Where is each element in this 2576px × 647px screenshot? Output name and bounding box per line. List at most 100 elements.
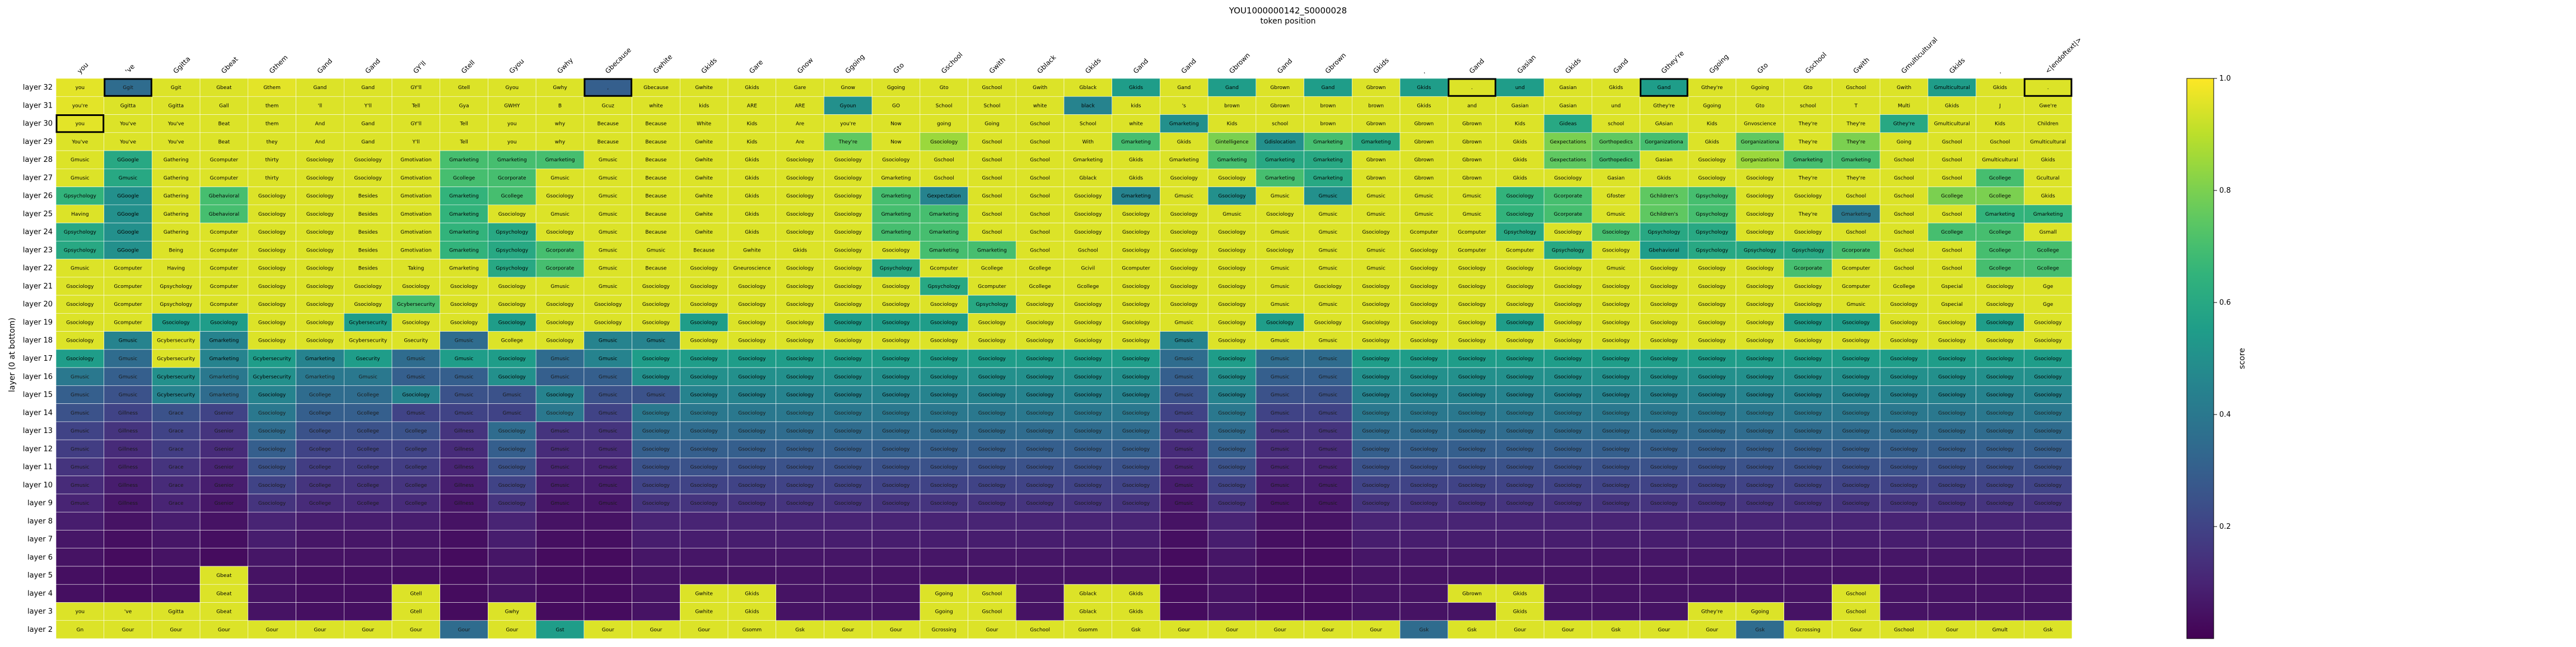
heatmap-cell: [391, 584, 441, 603]
heatmap-cell: [632, 511, 680, 530]
cell-label: Now: [890, 122, 902, 127]
heatmap-cell: [727, 458, 777, 476]
cell-label: Gsociology: [882, 302, 910, 308]
cell-label: Gsociology: [1986, 320, 2014, 325]
heatmap-cell: [727, 566, 777, 585]
cell-label: Gschool: [1030, 194, 1050, 199]
heatmap-cell: [199, 222, 249, 241]
x-tick-label: Gto: [892, 61, 906, 75]
cell-label: Gmulticultural: [1934, 122, 1970, 127]
heatmap-cell: [1304, 602, 1352, 621]
heatmap-cell: [1687, 331, 1737, 350]
cell-label: Gasian: [1655, 157, 1673, 163]
highlighted-cell: [104, 78, 152, 97]
heatmap-cell: [1496, 150, 1544, 169]
heatmap-cell: [920, 204, 968, 224]
cell-label: Gsociology: [1602, 446, 1630, 452]
cell-label: Gasian: [1560, 103, 1577, 109]
cell-label: Gsociology: [450, 284, 478, 290]
heatmap-cell: [968, 241, 1016, 259]
cell-label: them: [265, 122, 279, 127]
heatmap-cell: [1256, 78, 1304, 97]
heatmap-cell: [584, 187, 632, 206]
cell-label: Gcomputer: [1842, 266, 1870, 272]
cell-label: Gsociology: [1842, 411, 1870, 416]
heatmap-cell: [1063, 511, 1113, 530]
y-tick-label: layer 21: [23, 282, 53, 291]
heatmap-cell: [1448, 620, 1496, 639]
heatmap-cell: [1832, 439, 1880, 458]
cell-label: Gmotivation: [400, 194, 431, 199]
heatmap-cell: [1448, 421, 1496, 440]
cell-label: Gsociology: [1170, 175, 1198, 181]
cell-label: Gsociology: [786, 230, 814, 235]
cell-label: Gmusic: [550, 465, 570, 471]
heatmap-cell: [1832, 132, 1880, 151]
x-tick-label: 've: [124, 63, 136, 75]
cell-label: Gsociology: [498, 356, 526, 362]
heatmap-cell: [1976, 511, 2024, 530]
cell-label: Gsociology: [546, 302, 574, 308]
cell-label: Gmusic: [1319, 411, 1338, 416]
heatmap-cell: [871, 168, 921, 187]
heatmap-cell: [391, 566, 441, 585]
heatmap-cell: [776, 476, 824, 495]
heatmap-cell: [920, 385, 968, 404]
cell-label: Because: [645, 230, 667, 235]
y-tick-label: layer 11: [23, 463, 53, 472]
heatmap-cell: [104, 241, 152, 259]
heatmap-cell: [1256, 367, 1304, 386]
cell-label: Gsociology: [1554, 429, 1582, 434]
cell-label: Gsociology: [738, 374, 766, 380]
cell-label: Gsociology: [1794, 429, 1822, 434]
cell-label: Gto: [940, 85, 949, 91]
heatmap-cell: [824, 96, 872, 115]
cell-label: Gsociology: [1074, 429, 1102, 434]
heatmap-cell: [824, 494, 872, 513]
heatmap-cell: [1784, 168, 1832, 187]
heatmap-cell: [679, 168, 729, 187]
cell-label: Gsociology: [786, 374, 814, 380]
highlighted-cell: [55, 114, 105, 133]
heatmap-cell: [824, 511, 872, 530]
cell-label: Gsociology: [1410, 501, 1438, 506]
cell-label: Gmarketing: [1361, 139, 1391, 145]
heatmap-cell: [1879, 313, 1929, 332]
cell-label: Gmarketing: [977, 248, 1007, 253]
cell-label: Gbrown: [1414, 175, 1434, 181]
heatmap-cell: [104, 259, 152, 278]
y-tick-label: layer 19: [23, 318, 53, 327]
cell-label: Gmusic: [1319, 212, 1338, 217]
heatmap-cell: [1976, 96, 2024, 115]
heatmap-cell: [199, 78, 249, 97]
heatmap-cell: [1207, 403, 1257, 422]
cell-label: Gsociology: [1554, 483, 1582, 488]
cell-label: Gsociology: [1650, 465, 1678, 471]
cell-label: Gour: [650, 627, 662, 633]
heatmap-cell: [1496, 421, 1544, 440]
cell-label: Gsociology: [786, 501, 814, 506]
heatmap-cell: [1112, 476, 1160, 495]
cell-label: Gsociology: [738, 393, 766, 398]
heatmap-cell: [1735, 277, 1785, 296]
cell-label: Gsociology: [306, 157, 334, 163]
heatmap-cell: [535, 584, 585, 603]
heatmap-cell: [1160, 204, 1208, 224]
heatmap-cell: [584, 548, 632, 567]
heatmap-cell: [1399, 331, 1449, 350]
heatmap-cell: [1592, 421, 1640, 440]
cell-label: Gschool: [1846, 230, 1866, 235]
heatmap-cell: [824, 349, 872, 368]
cell-label: Gsociology: [258, 302, 286, 308]
heatmap-cell: [1160, 114, 1208, 133]
heatmap-cell: [1112, 421, 1160, 440]
heatmap-cell: [1256, 222, 1304, 241]
heatmap-cell: [1063, 295, 1113, 314]
cell-label: Gsociology: [1170, 212, 1198, 217]
x-tick-label: Gbecause: [604, 46, 633, 75]
heatmap-cell: [1351, 204, 1401, 224]
cell-label: Gour: [1274, 627, 1286, 633]
cell-label: Gsociology: [1362, 501, 1390, 506]
heatmap-cell: [1304, 511, 1352, 530]
cell-label: Gcollege: [309, 411, 332, 416]
